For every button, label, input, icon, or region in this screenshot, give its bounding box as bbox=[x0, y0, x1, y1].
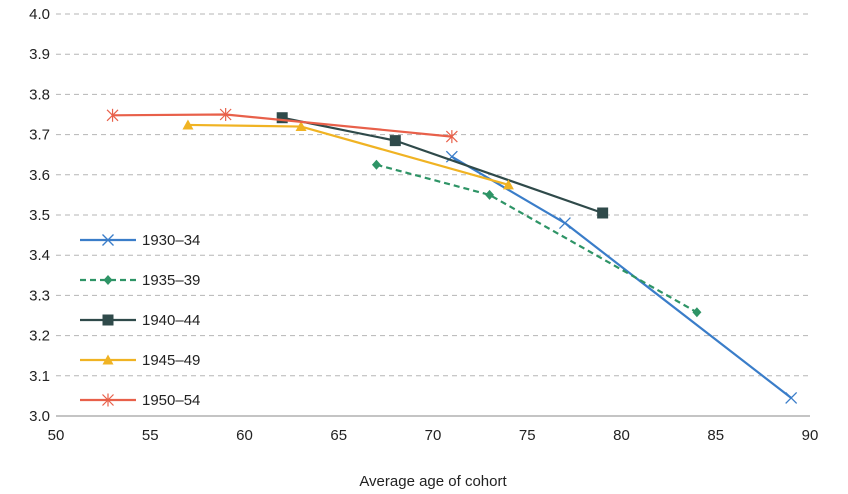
legend-marker bbox=[102, 393, 114, 407]
series-layer bbox=[106, 108, 798, 404]
legend: 1930–34 1935–39 1940–44 1945–49 1950–54 bbox=[80, 232, 200, 409]
series-1940–44 bbox=[276, 112, 609, 219]
data-point bbox=[276, 112, 288, 124]
x-tick-label: 85 bbox=[707, 427, 724, 444]
x-tick-label: 50 bbox=[48, 427, 65, 444]
legend-marker bbox=[102, 314, 114, 326]
x-tick-label: 75 bbox=[519, 427, 536, 444]
y-tick-label: 3.4 bbox=[29, 247, 50, 264]
x-tick-label: 90 bbox=[802, 427, 819, 444]
data-point bbox=[785, 391, 798, 404]
data-point bbox=[295, 121, 307, 132]
y-tick-labels: 3.0 3.1 3.2 3.3 3.4 3.5 3.6 3.7 3.8 3.9 4.0 bbox=[29, 6, 50, 425]
series-1945–49 bbox=[182, 119, 514, 190]
legend-label: 1930–34 bbox=[142, 232, 200, 249]
data-point bbox=[182, 119, 194, 130]
x-tick-label: 80 bbox=[613, 427, 630, 444]
series-line bbox=[376, 163, 698, 314]
x-tick-label: 55 bbox=[142, 427, 159, 444]
x-tick-labels: 50 55 60 65 70 75 80 85 90 bbox=[48, 427, 819, 444]
series-1935–39 bbox=[371, 159, 702, 318]
legend-label: 1940–44 bbox=[142, 312, 200, 329]
legend-item: 1950–54 bbox=[80, 392, 200, 409]
legend-item: 1945–49 bbox=[80, 352, 200, 369]
data-point bbox=[371, 159, 381, 170]
legend-label: 1935–39 bbox=[142, 272, 200, 289]
legend-item: 1935–39 bbox=[80, 272, 200, 289]
data-point bbox=[445, 150, 458, 163]
x-tick-label: 70 bbox=[425, 427, 442, 444]
series-line bbox=[187, 123, 509, 186]
data-point bbox=[445, 130, 458, 144]
y-tick-label: 3.0 bbox=[29, 408, 50, 425]
y-tick-label: 3.1 bbox=[29, 368, 50, 385]
series-line bbox=[451, 155, 792, 399]
data-point bbox=[692, 307, 702, 318]
legend-marker bbox=[102, 234, 114, 246]
data-point bbox=[485, 189, 495, 200]
data-point bbox=[219, 108, 232, 121]
legend-marker bbox=[103, 275, 113, 285]
data-point bbox=[106, 108, 119, 122]
y-tick-label: 3.8 bbox=[29, 86, 50, 103]
x-tick-label: 60 bbox=[236, 427, 253, 444]
y-tick-label: 3.9 bbox=[29, 46, 50, 63]
data-point bbox=[597, 207, 609, 219]
y-tick-label: 3.2 bbox=[29, 328, 50, 345]
series-1950–54 bbox=[106, 108, 458, 144]
data-point bbox=[558, 217, 571, 229]
data-point bbox=[502, 179, 514, 190]
data-point bbox=[389, 135, 401, 147]
legend-label: 1950–54 bbox=[142, 392, 200, 409]
y-tick-label: 4.0 bbox=[29, 6, 50, 23]
legend-marker bbox=[102, 354, 114, 365]
x-axis-title: Average age of cohort bbox=[359, 473, 507, 490]
series-1930–34 bbox=[445, 150, 798, 404]
x-tick-label: 65 bbox=[330, 427, 347, 444]
legend-label: 1945–49 bbox=[142, 352, 200, 369]
legend-item: 1940–44 bbox=[80, 312, 200, 329]
y-tick-label: 3.3 bbox=[29, 287, 50, 304]
legend-item: 1930–34 bbox=[80, 232, 200, 249]
y-tick-label: 3.5 bbox=[29, 207, 50, 224]
y-tick-label: 3.6 bbox=[29, 167, 50, 184]
y-tick-label: 3.7 bbox=[29, 127, 50, 144]
